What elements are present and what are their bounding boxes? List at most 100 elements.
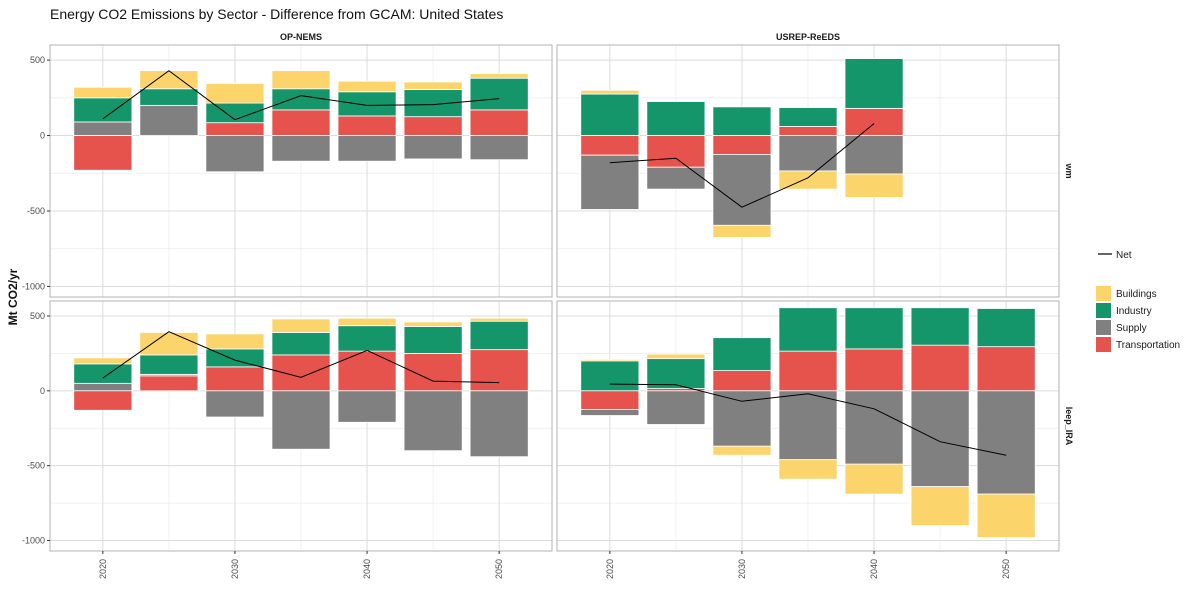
bar-segment-industry [778, 107, 838, 127]
bar-segment-supply [469, 390, 529, 458]
facet-column-label: USREP-ReEDS [776, 32, 840, 42]
bar-segment-transportation [337, 350, 397, 392]
net-line [609, 383, 1007, 456]
bar-segment-supply [337, 135, 397, 162]
bar-segment-transportation [403, 116, 463, 136]
bar-segment-buildings [976, 493, 1036, 538]
bar-segment-buildings [205, 83, 265, 104]
bar-segment-industry [403, 326, 463, 354]
facet-row-label: leep_IRA [1064, 407, 1074, 446]
bar-segment-supply [646, 166, 706, 190]
x-tick-label: 2020 [605, 559, 615, 579]
bar-segment-industry [271, 88, 331, 111]
bar-segment-industry [337, 325, 397, 352]
bar-segment-industry [646, 101, 706, 136]
bar-segment-industry [580, 93, 640, 136]
facet-panel: -1000 -500 0 500 2020 2030 2040 2050 [22, 300, 553, 579]
bar-segment-buildings [580, 89, 640, 95]
bar-segment-transportation [271, 109, 331, 136]
facet-row-label: wm [1064, 162, 1074, 178]
bar-segment-transportation [712, 135, 772, 155]
bar-segment-supply [403, 135, 463, 160]
bar-segment-supply [73, 121, 133, 136]
bar-segment-industry [844, 58, 904, 109]
bar-segment-transportation [580, 135, 640, 156]
bar-segment-buildings [271, 318, 331, 333]
legend-key-transportation [1096, 337, 1111, 352]
bar-segment-industry [712, 337, 772, 372]
bar-segment-buildings [139, 332, 199, 356]
bar-segment-buildings [337, 317, 397, 327]
legend-key-industry [1096, 303, 1111, 318]
x-tick-label: 2040 [869, 559, 879, 579]
bar-segment-transportation [139, 375, 199, 392]
bar-segment-transportation [271, 354, 331, 392]
facet-column-label: OP-NEMS [280, 32, 322, 42]
bar-segment-transportation [469, 349, 529, 392]
net-line [609, 123, 875, 208]
legend-key-buildings [1096, 286, 1111, 301]
facet-panel [556, 44, 1060, 298]
bar-segment-industry [337, 91, 397, 117]
panel-border [49, 300, 553, 552]
bar-segment-buildings [271, 70, 331, 90]
bar-segment-transportation [580, 390, 640, 410]
bar-segment-supply [778, 390, 838, 461]
legend-label: Buildings [1116, 289, 1157, 300]
bar-segment-buildings [469, 317, 529, 322]
bar-segment-transportation [712, 370, 772, 392]
y-tick-label: -500 [27, 461, 45, 471]
bar-segment-buildings [337, 80, 397, 93]
bar-segment-transportation [778, 126, 838, 136]
bar-segment-industry [73, 97, 133, 123]
facet-panel: -1000 -500 0 500 [22, 44, 553, 298]
x-tick-label: 2020 [98, 559, 108, 579]
y-tick-label: 0 [40, 386, 45, 396]
bar-segment-buildings [469, 73, 529, 79]
legend-key-supply [1096, 320, 1111, 335]
bar-segment-transportation [646, 135, 706, 168]
y-tick-label: -1000 [22, 536, 45, 546]
panel-border [556, 44, 1060, 298]
bar-segment-supply [271, 390, 331, 450]
bar-segment-industry [844, 307, 904, 350]
bar-segment-supply [580, 409, 640, 416]
bar-segment-transportation [778, 350, 838, 392]
net-line [102, 331, 500, 384]
y-axis-label: Mt CO2/yr [6, 268, 20, 325]
bar-segment-buildings [73, 86, 133, 99]
x-tick-label: 2050 [494, 559, 504, 579]
bar-segment-buildings [580, 358, 640, 362]
bar-segment-industry [580, 360, 640, 392]
x-tick-label: 2030 [230, 559, 240, 579]
bar-segment-buildings [778, 459, 838, 480]
bar-segment-industry [139, 354, 199, 375]
bar-segment-supply [271, 135, 331, 162]
bar-segment-buildings [844, 173, 904, 198]
x-tick-label: 2050 [1001, 559, 1011, 579]
bar-segment-supply [580, 154, 640, 210]
x-tick-label: 2040 [362, 559, 372, 579]
bar-segment-transportation [205, 122, 265, 136]
bar-segment-supply [205, 390, 265, 418]
bar-segment-buildings [73, 357, 133, 365]
facet-panel: 2020 2030 2040 2050 [556, 300, 1060, 579]
bar-segment-industry [976, 308, 1036, 348]
bar-segment-supply [337, 390, 397, 423]
bar-segment-supply [73, 382, 133, 392]
bar-segment-buildings [403, 321, 463, 327]
bar-segment-transportation [844, 107, 904, 136]
bar-segment-buildings [646, 353, 706, 360]
bar-segment-transportation [469, 109, 529, 136]
bar-segment-supply [712, 154, 772, 226]
bar-segment-transportation [205, 366, 265, 392]
y-tick-label: 0 [40, 131, 45, 141]
bar-segment-industry [646, 358, 706, 389]
panel-border [49, 44, 553, 298]
bar-segment-buildings [844, 463, 904, 495]
chart-title: Energy CO2 Emissions by Sector - Differe… [50, 6, 503, 22]
legend-label: Net [1116, 250, 1132, 261]
legend-label: Supply [1116, 323, 1147, 334]
panels: OP-NEMS USREP-ReEDS wm leep_IRA -1000 -500 0 50… [22, 32, 1074, 579]
